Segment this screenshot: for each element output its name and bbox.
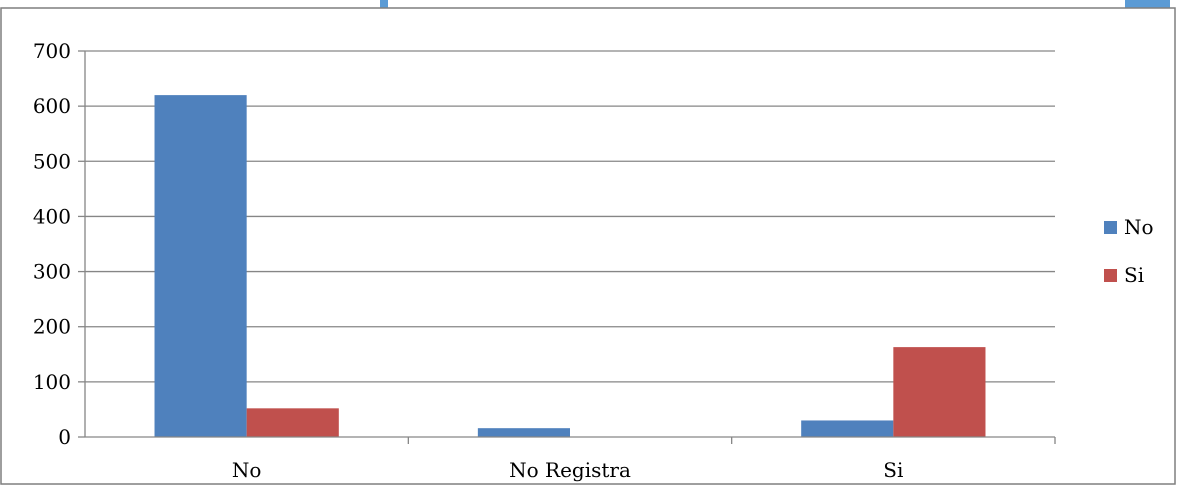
y-tick-label: 200 [33,315,71,339]
legend-swatch-si [1104,269,1117,282]
y-tick-label: 700 [33,39,71,63]
bar-si-no [246,408,339,437]
tick-labels: 0 100 200 300 400 500 600 700 No No Registra Si [33,39,904,482]
y-tick-label: 600 [33,94,71,118]
bar-no-no-registra [477,428,570,437]
legend-label-si: Si [1124,263,1144,287]
chart-border [0,7,1176,485]
legend: No Si [1104,215,1154,287]
bars [154,95,986,437]
y-tick-label: 400 [33,204,71,228]
bar-si-si [893,347,986,437]
bar-no-si [801,420,894,437]
x-tick-label: No Registra [509,458,631,482]
y-tick-label: 500 [33,149,71,173]
x-tick-label: Si [883,458,903,482]
y-tick-label: 100 [33,370,71,394]
top-accent-right [1125,0,1170,8]
bar-no-no [154,95,247,437]
x-tick-label: No [232,458,262,482]
gridlines [85,50,1055,383]
axes [78,50,1056,444]
y-tick-label: 300 [33,260,71,284]
top-accent-left [380,0,388,8]
y-tick-label: 0 [58,425,71,449]
legend-label-no: No [1124,215,1154,239]
legend-swatch-no [1104,221,1117,234]
